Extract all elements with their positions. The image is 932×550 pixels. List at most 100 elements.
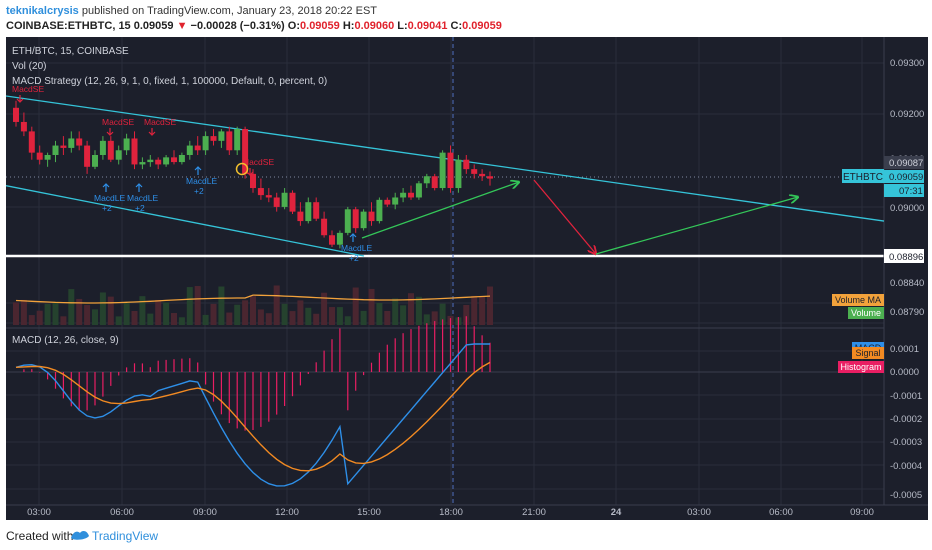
candle-body (352, 209, 359, 229)
volume-bar (281, 303, 288, 325)
price-axis[interactable]: 0.093000.092000.091000.090000.088400.087… (890, 58, 924, 501)
chart-area[interactable]: MacdSE MacdSE MacdSE MacdLE +2 MacdLE +2 MacdLE… (5, 37, 928, 520)
volume-bar (99, 292, 106, 325)
volume-bar (329, 307, 335, 325)
signal-qty: +2 (349, 253, 359, 263)
volume-bar (273, 285, 280, 325)
candle-body (60, 145, 67, 148)
volume-bar (431, 311, 438, 325)
volume-bar (336, 307, 343, 325)
volume-tick-label: 0.08840 (890, 278, 924, 289)
volume-bar (392, 298, 399, 325)
volume-bar (20, 299, 27, 325)
candle-body (123, 138, 130, 151)
volume-bar (44, 303, 51, 325)
time-axis[interactable]: 03:00 06:00 09:00 12:00 15:00 18:00 21:00 24 03:… (27, 507, 874, 518)
candle-body (313, 202, 320, 219)
signal-label: MacdLE (127, 193, 159, 203)
ethbtc-badge (842, 169, 884, 183)
volume-bar (194, 286, 201, 325)
volume-bar (68, 289, 75, 325)
channel-lower-line[interactable] (5, 185, 365, 257)
volume-bar (36, 310, 43, 325)
volume-bar (155, 299, 162, 325)
candle-body (92, 154, 98, 167)
tradingview-link[interactable]: TradingView (92, 529, 159, 543)
volume-bar (218, 286, 225, 325)
signal-label: MacdLE (186, 176, 218, 186)
signal-badge-text: Signal (855, 348, 880, 358)
candle-body (186, 145, 193, 155)
candle-body (400, 192, 407, 198)
macd-tick-label: 0.0001 (890, 344, 919, 355)
candle-body (471, 169, 478, 174)
publish-line: teknikalcrysis published on TradingView.… (6, 5, 377, 17)
signal-qty: +2 (194, 186, 204, 196)
time-tick-label: 09:00 (850, 507, 874, 518)
volume-bar (384, 310, 391, 325)
candle-body (250, 173, 256, 189)
candle-body (344, 209, 351, 233)
candle-body (368, 211, 375, 222)
candle-body (289, 192, 296, 212)
signal-qty: +2 (102, 203, 112, 213)
volume-bar (415, 296, 422, 325)
candle-body (202, 136, 209, 151)
projection-up-arrow-2[interactable] (595, 197, 798, 255)
created-with-label: Created with (6, 529, 74, 543)
candle-body (36, 152, 43, 160)
legend-strategy: MACD Strategy (12, 26, 9, 1, 0, fixed, 1… (12, 76, 327, 87)
chart-header: teknikalcrysis published on TradingView.… (0, 0, 932, 36)
candle-body (226, 131, 233, 151)
candle-body (329, 235, 335, 245)
candle-body (13, 107, 19, 122)
signal-up-arrow (102, 183, 110, 192)
time-tick-label: 21:00 (522, 507, 546, 518)
candle-body (439, 152, 446, 189)
volume-ma-badge-text: Volume MA (835, 295, 881, 305)
signal-label: MacdSE (12, 84, 44, 94)
candle-body (171, 157, 177, 163)
time-tick-label: 06:00 (769, 507, 793, 518)
volume-bar (360, 310, 367, 325)
candle-body (115, 150, 122, 160)
signal-label: MacdSE (242, 157, 274, 167)
candle-body (68, 138, 75, 148)
macd-tick-label: 0.0000 (890, 367, 919, 378)
volume-bar (305, 307, 312, 325)
price-tick-label: 0.09200 (890, 109, 924, 120)
projection-up-arrow-1[interactable] (361, 182, 519, 239)
volume-bar (84, 305, 91, 325)
volume-badge-text: Volume (851, 308, 881, 318)
volume-bar (115, 316, 122, 325)
candle-body (218, 131, 225, 141)
volume-bar (147, 313, 154, 325)
signal-qty: +2 (135, 203, 145, 213)
volume-bar (400, 305, 407, 325)
last-price: 0.09059 (133, 20, 174, 32)
volume-bar (376, 302, 383, 325)
volume-bar (76, 298, 83, 325)
change-value: −0.00028 (−0.31%) (190, 20, 285, 32)
publish-text: published on TradingView.com, January 23… (78, 5, 377, 17)
volume-bar (171, 313, 177, 325)
author-link[interactable]: teknikalcrysis (6, 5, 79, 17)
legend-symbol: ETH/BTC, 15, COINBASE (12, 46, 129, 57)
signal-down-arrow (16, 95, 24, 103)
tradingview-logo-icon (71, 531, 89, 540)
legend-macd: MACD (12, 26, close, 9) (12, 335, 119, 346)
candle-body (273, 197, 280, 207)
candles (13, 100, 493, 249)
signal-up-arrow (135, 183, 143, 192)
projection-down-arrow[interactable] (533, 179, 596, 254)
candle-body (76, 138, 83, 146)
volume-bar (408, 293, 414, 325)
grid-lines (6, 37, 884, 505)
macd-tick-label: -0.0005 (890, 490, 922, 501)
candle-body (155, 159, 162, 165)
volume-bar (52, 301, 59, 325)
candle-body (20, 121, 27, 132)
signal-label: MacdSE (144, 117, 176, 127)
candle-body (257, 188, 264, 196)
